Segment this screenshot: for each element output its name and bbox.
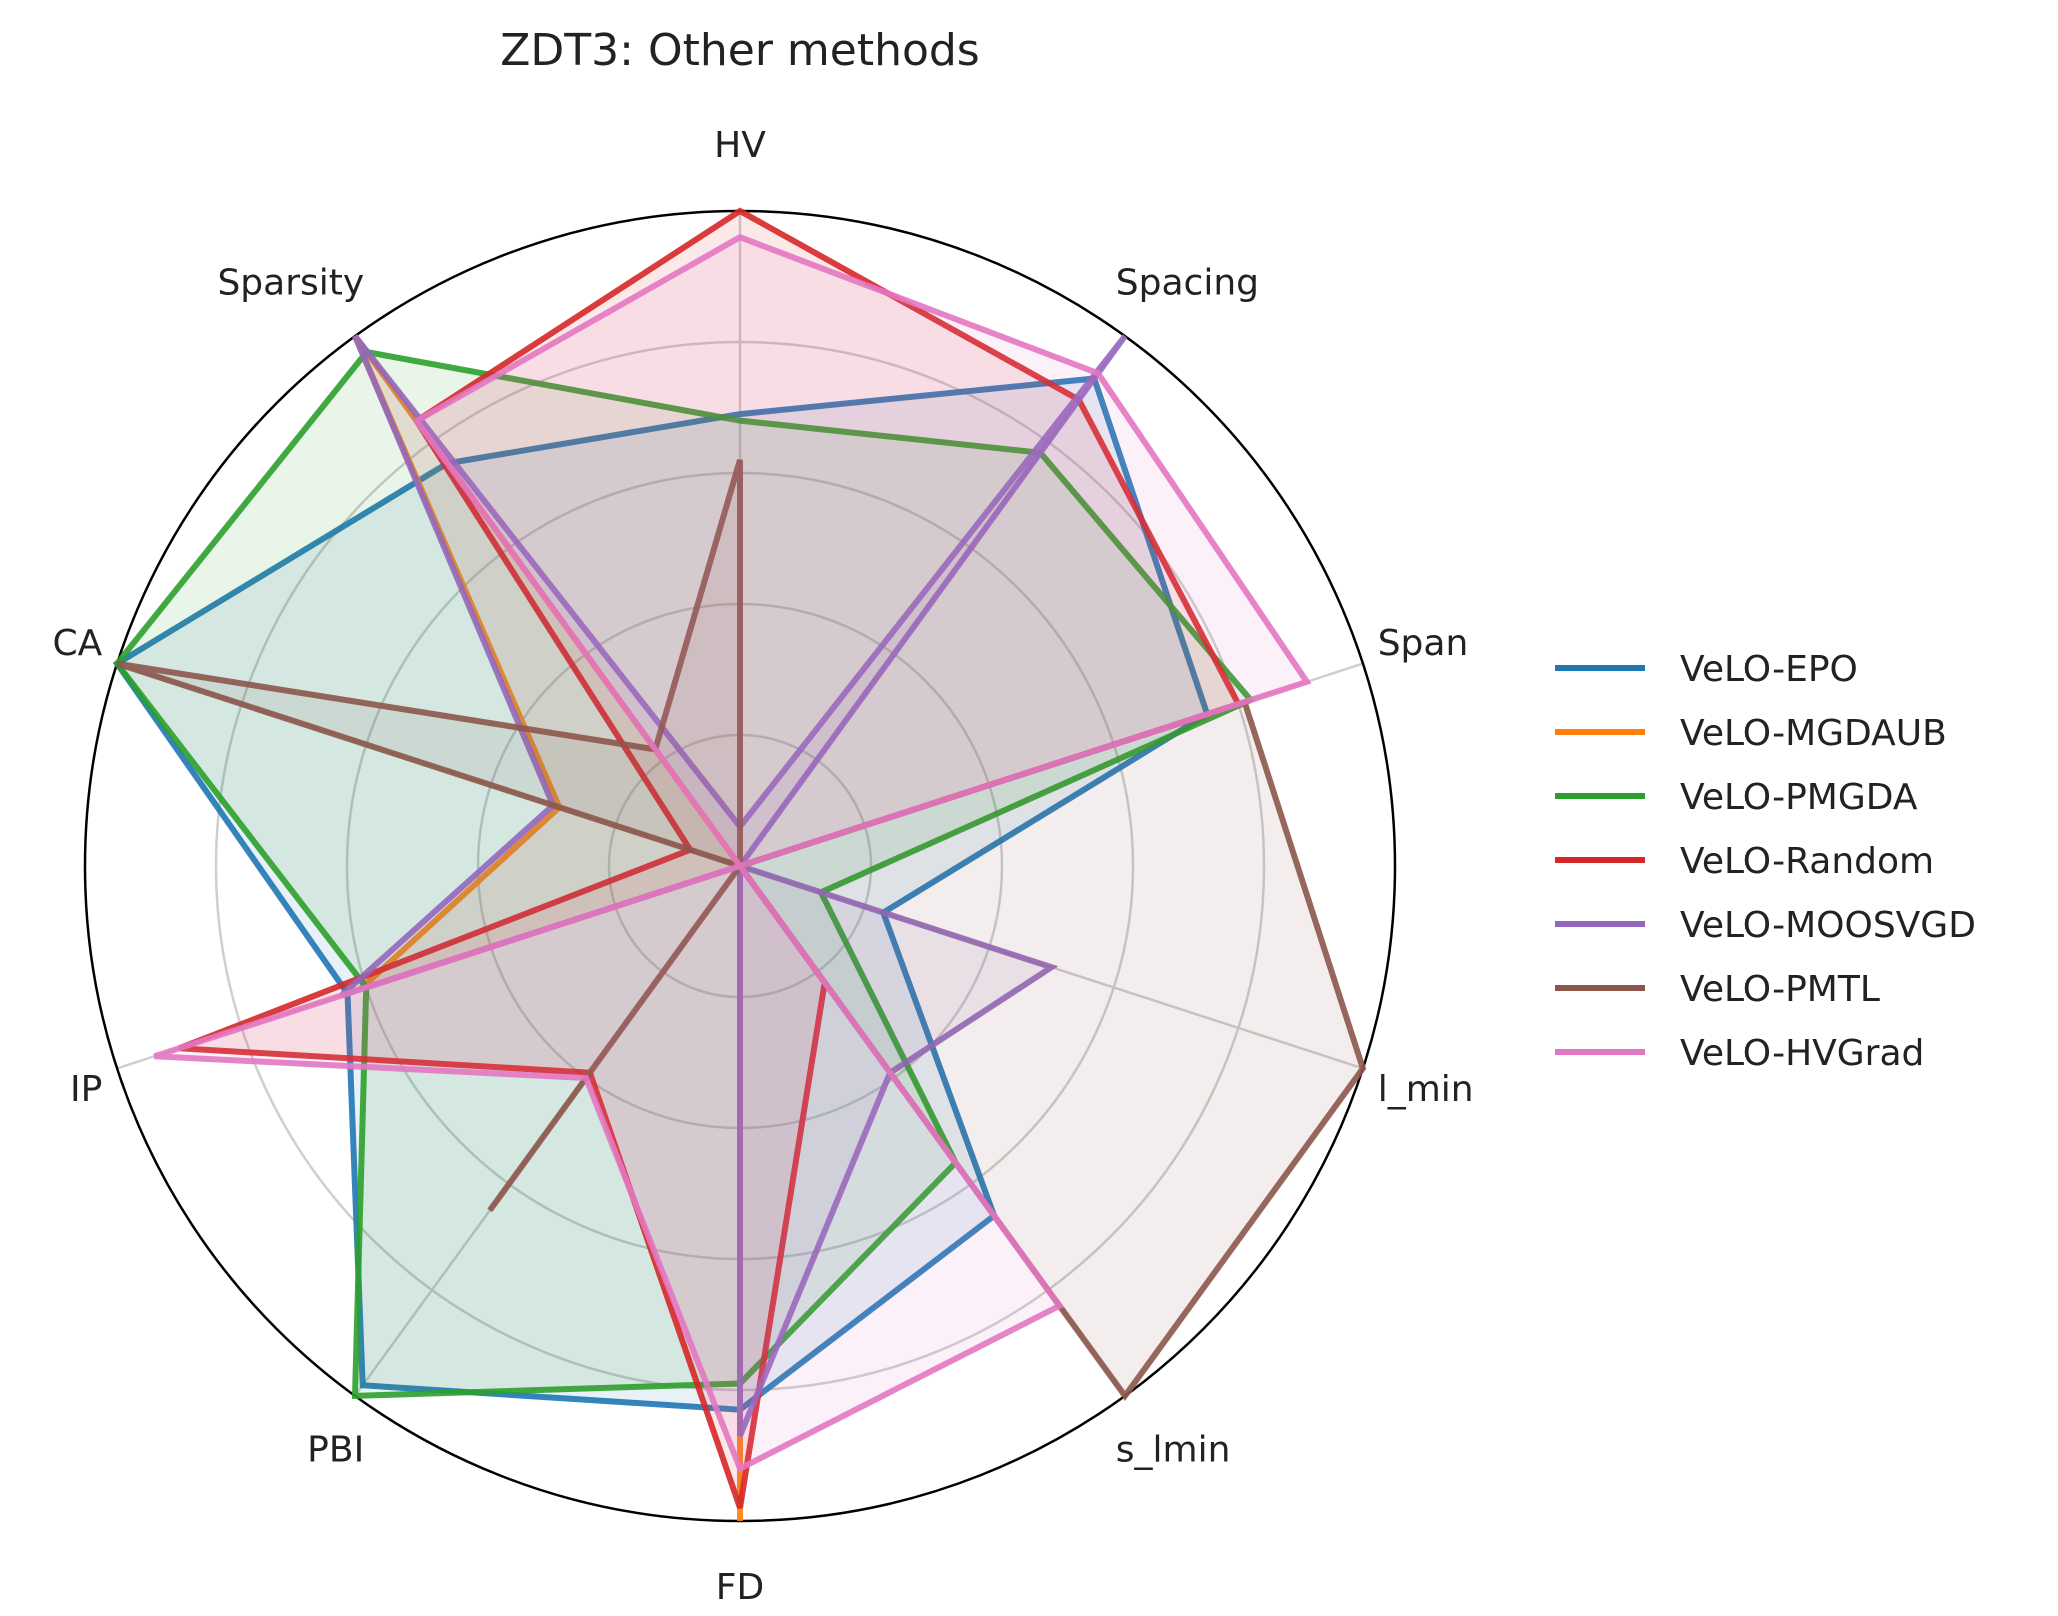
data-point bbox=[739, 865, 741, 867]
data-point bbox=[116, 663, 118, 665]
data-point bbox=[739, 459, 741, 461]
axis-label-span: Span bbox=[1378, 623, 1469, 664]
data-point bbox=[739, 236, 741, 238]
series-layer bbox=[112, 207, 1367, 1522]
axis-label-hv: HV bbox=[714, 125, 766, 166]
legend-label: VeLO-PMGDA bbox=[1680, 777, 1918, 818]
chart-title: ZDT3: Other methods bbox=[500, 25, 979, 76]
data-point bbox=[739, 1520, 741, 1522]
axis-label-l-min: l_min bbox=[1378, 1069, 1474, 1110]
axis-label-s-lmin: s_lmin bbox=[1116, 1429, 1231, 1470]
axis-labels: HV Spacing Span l_min s_lmin FD PBI IP CA Sparsit… bbox=[53, 125, 1474, 1608]
legend-item-velo-pmtl: VeLO-PMTL bbox=[1555, 969, 1880, 1010]
series-fill bbox=[117, 352, 1251, 1396]
axis-label-ca: CA bbox=[53, 623, 103, 664]
data-point bbox=[1124, 335, 1126, 337]
data-point bbox=[739, 1468, 741, 1470]
data-point bbox=[416, 420, 418, 422]
data-point bbox=[1362, 1067, 1364, 1069]
data-point bbox=[1059, 1305, 1060, 1307]
data-point bbox=[153, 1055, 155, 1057]
axis-label-fd: FD bbox=[716, 1567, 764, 1608]
axis-label-sparsity: Sparsity bbox=[217, 263, 364, 304]
series-velo-hvgrad bbox=[153, 233, 1312, 1473]
data-point bbox=[739, 210, 741, 212]
data-point bbox=[489, 1209, 491, 1211]
data-point bbox=[1097, 372, 1099, 374]
series-fill bbox=[179, 211, 1239, 1508]
legend-label: VeLO-MOOSVGD bbox=[1680, 905, 1976, 946]
data-point bbox=[739, 1507, 741, 1509]
axis-label-pbi: PBI bbox=[307, 1429, 364, 1470]
data-point bbox=[1124, 1395, 1126, 1397]
legend-label: VeLO-MGDAUB bbox=[1680, 713, 1947, 754]
data-point bbox=[354, 335, 356, 337]
data-point bbox=[739, 420, 741, 422]
legend-item-velo-pmgda: VeLO-PMGDA bbox=[1555, 777, 1918, 818]
data-point bbox=[1306, 681, 1308, 683]
series-fill bbox=[341, 336, 1125, 1436]
legend-item-velo-random: VeLO-Random bbox=[1555, 841, 1934, 882]
data-point bbox=[354, 1395, 356, 1397]
legend-item-velo-moosvgd: VeLO-MOOSVGD bbox=[1555, 905, 1976, 946]
legend-label: VeLO-EPO bbox=[1680, 649, 1858, 690]
series-fill bbox=[117, 459, 1363, 1396]
legend-item-velo-mgdaub: VeLO-MGDAUB bbox=[1555, 713, 1947, 754]
legend-item-velo-hvgrad: VeLO-HVGrad bbox=[1555, 1033, 1924, 1074]
axis-label-ip: IP bbox=[70, 1069, 102, 1110]
legend-label: VeLO-Random bbox=[1680, 841, 1934, 882]
data-point bbox=[362, 1384, 364, 1386]
legend-item-velo-epo: VeLO-EPO bbox=[1555, 649, 1858, 690]
data-point bbox=[585, 1077, 587, 1079]
data-point bbox=[1051, 966, 1052, 968]
data-point bbox=[739, 1435, 741, 1437]
legend: VeLO-EPO VeLO-MGDAUB VeLO-PMGDA VeLO-Random… bbox=[1555, 649, 1976, 1074]
data-point bbox=[739, 413, 741, 415]
legend-label: VeLO-HVGrad bbox=[1680, 1033, 1924, 1074]
axis-label-spacing: Spacing bbox=[1116, 263, 1259, 304]
legend-label: VeLO-PMTL bbox=[1680, 969, 1880, 1010]
